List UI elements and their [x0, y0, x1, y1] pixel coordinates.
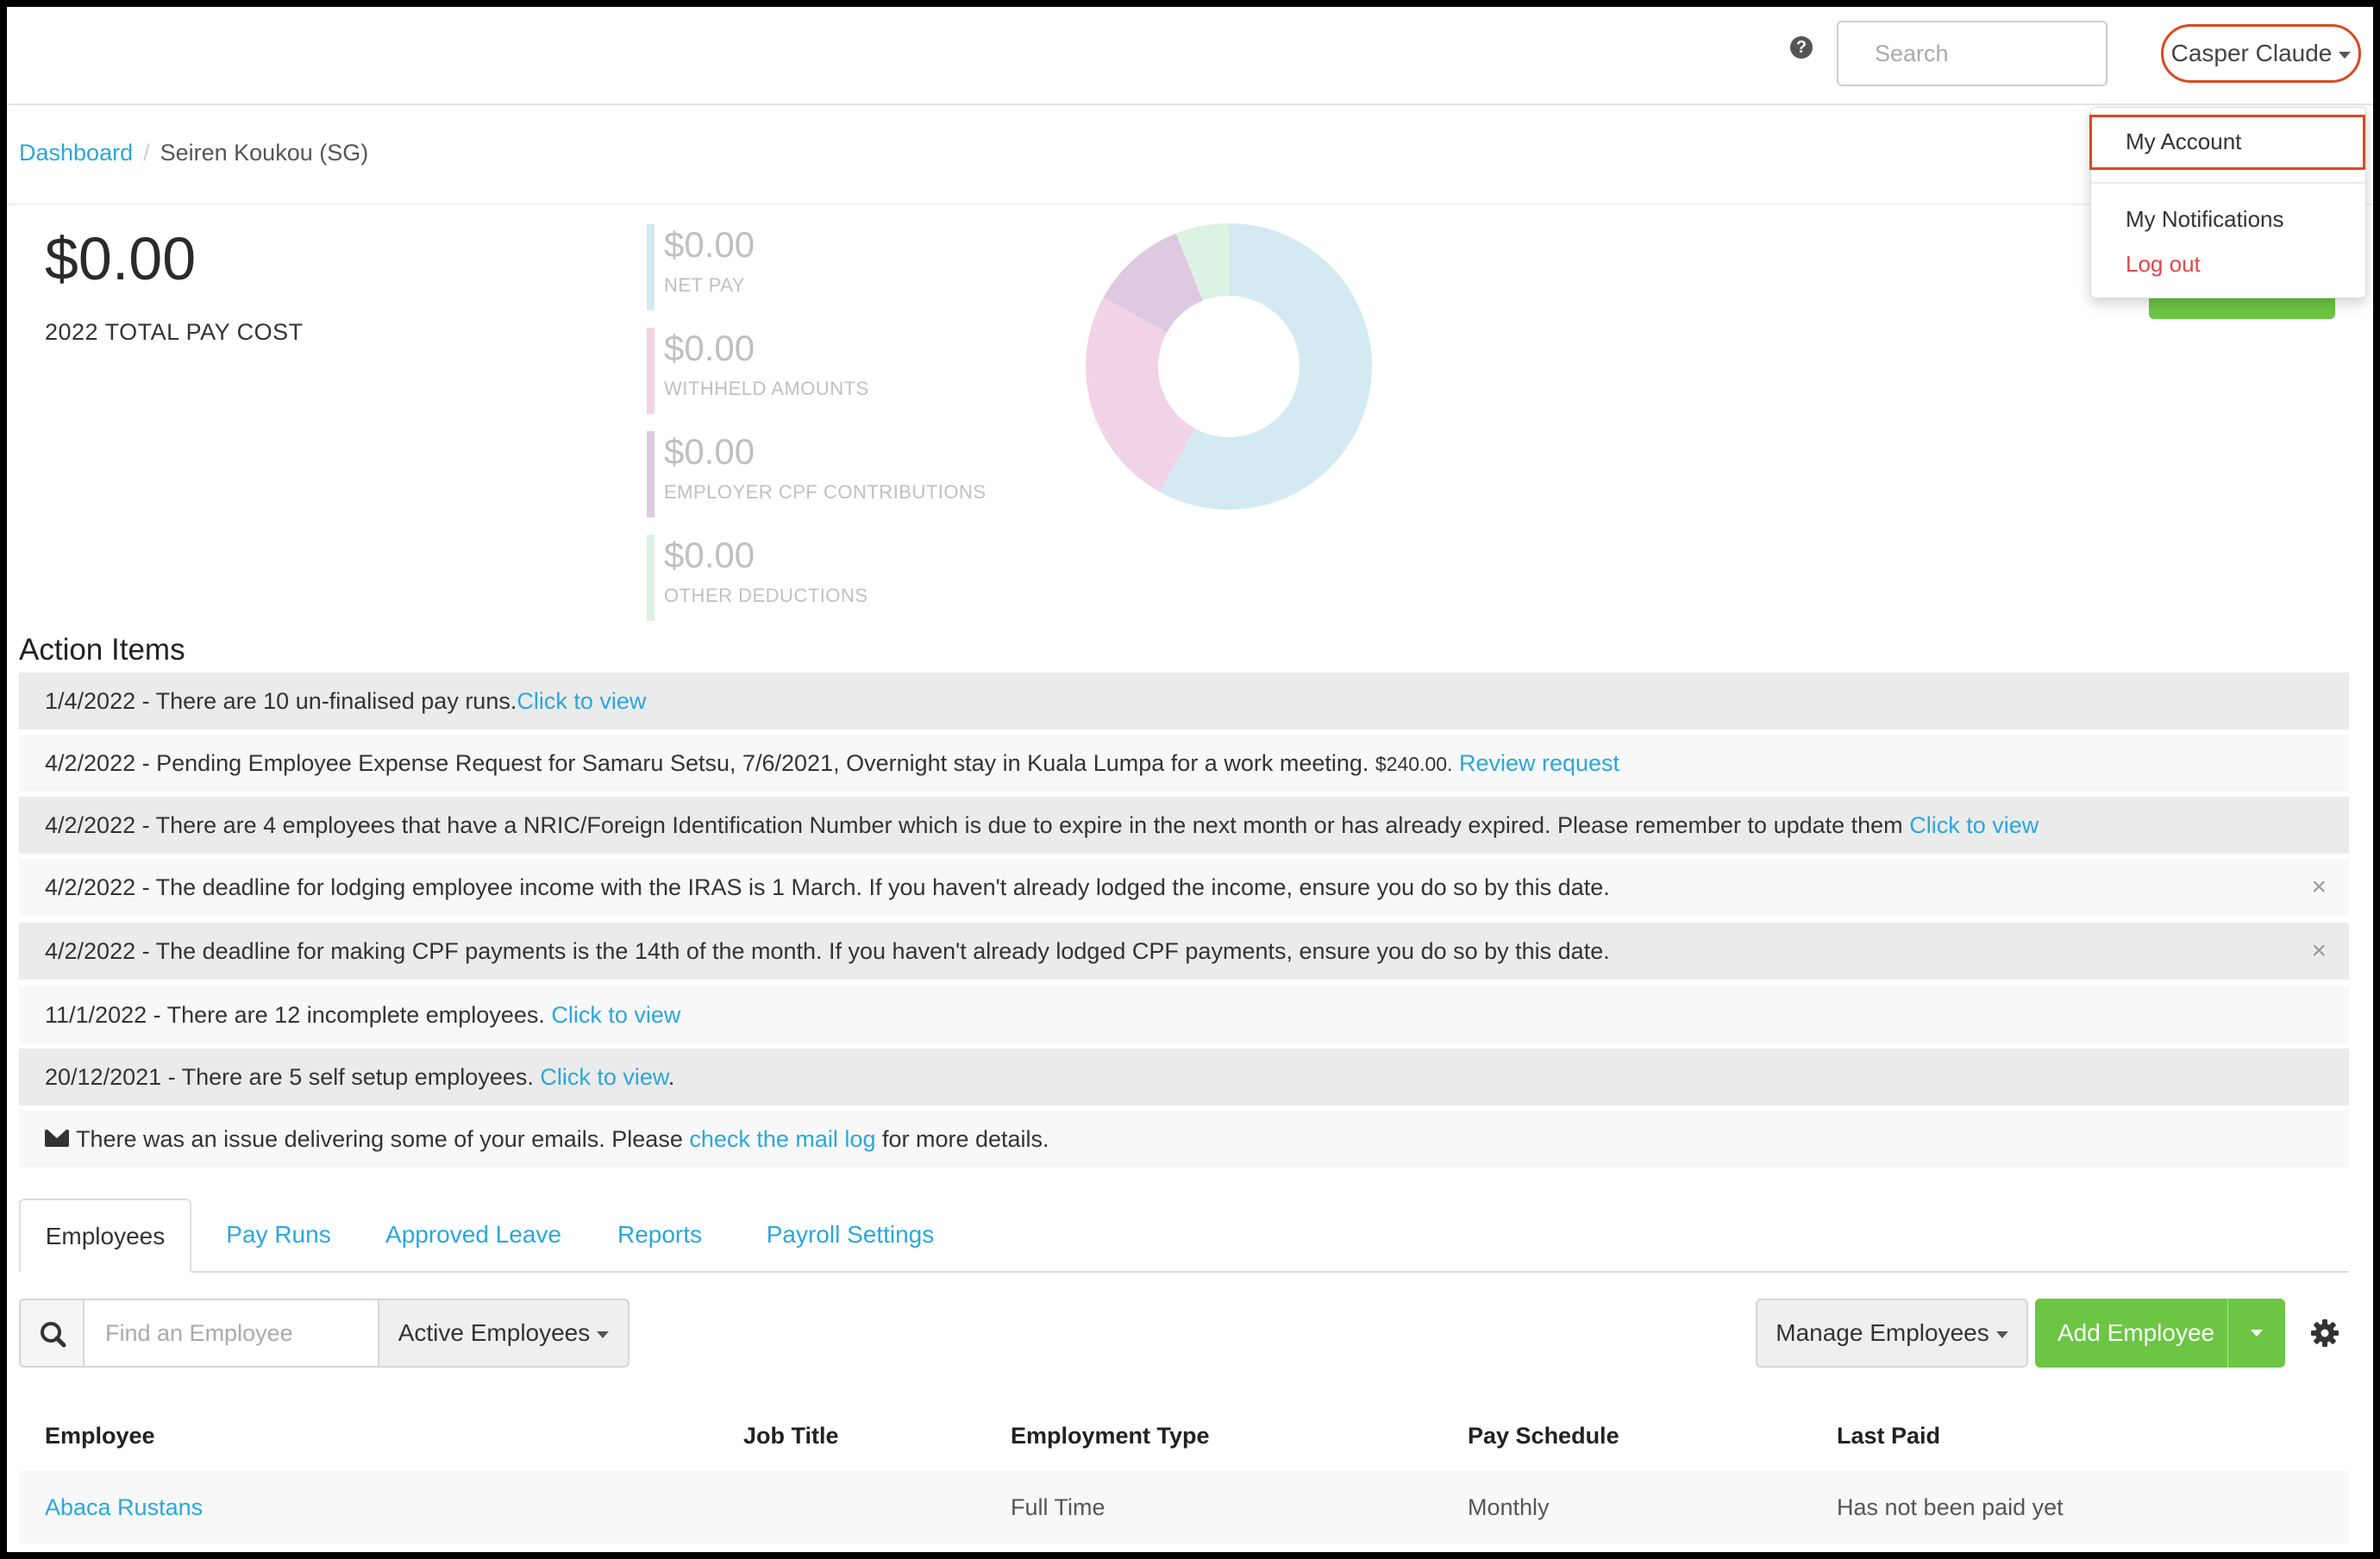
envelope-icon	[45, 1130, 69, 1148]
employee-name-link[interactable]: Abaca Rustans	[45, 1494, 204, 1520]
active-employees-filter[interactable]: Active Employees	[378, 1299, 629, 1368]
action-item-text: 4/2/2022 - There are 4 employees that ha…	[45, 812, 1903, 838]
user-dropdown-menu: My Account My Notifications Log out	[2089, 107, 2366, 298]
add-employee-button[interactable]: Add Employee	[2057, 1319, 2215, 1346]
search-input[interactable]	[1837, 21, 2108, 86]
search-icon	[41, 1322, 66, 1348]
legend-color-bar	[647, 535, 654, 621]
action-item-link[interactable]: Click to view	[551, 1002, 681, 1028]
tab-bar: Employees Pay Runs Approved Leave Report…	[19, 1199, 2349, 1273]
menu-item-my-notifications[interactable]: My Notifications	[2126, 206, 2284, 232]
tab-employees[interactable]: Employees	[19, 1199, 191, 1273]
legend-label: NET PAY	[664, 274, 745, 296]
action-item: 4/2/2022 - There are 4 employees that ha…	[19, 797, 2349, 854]
column-header-job-title[interactable]: Job Title	[743, 1423, 839, 1449]
column-header-employee[interactable]: Employee	[45, 1423, 155, 1449]
breadcrumb: Dashboard / Seiren Koukou (SG)	[19, 140, 368, 166]
action-item-link[interactable]: Click to view	[540, 1064, 668, 1090]
legend-color-bar	[647, 224, 654, 310]
column-header-last-paid[interactable]: Last Paid	[1837, 1423, 1941, 1449]
close-icon[interactable]: ×	[2311, 873, 2327, 901]
pay-schedule-cell: Monthly	[1468, 1494, 1550, 1520]
legend-amount: $0.00	[664, 431, 755, 472]
action-item-amount: $240.00.	[1375, 753, 1453, 775]
user-name: Casper Claude	[2170, 40, 2333, 66]
mail-log-link[interactable]: check the mail log	[689, 1126, 876, 1152]
legend-label: WITHHELD AMOUNTS	[664, 378, 869, 399]
legend-amount: $0.00	[664, 328, 755, 368]
user-menu-button[interactable]: Casper Claude	[2161, 24, 2361, 83]
breadcrumb-current: Seiren Koukou (SG)	[160, 140, 369, 166]
total-pay-cost-amount: $0.00	[45, 225, 197, 292]
legend-color-bar	[647, 328, 654, 414]
add-employee-dropdown-toggle[interactable]	[2227, 1299, 2285, 1368]
review-request-link[interactable]: Review request	[1458, 750, 1620, 776]
table-row: Abaca Rustans Full Time Monthly Has not …	[19, 1471, 2349, 1543]
help-icon[interactable]: ?	[1790, 36, 1813, 59]
action-item-text: 20/12/2021 - There are 5 self setup empl…	[45, 1064, 534, 1090]
pay-cost-donut-chart	[1086, 223, 1372, 510]
menu-item-my-account[interactable]: My Account	[2126, 128, 2242, 154]
employment-type-cell: Full Time	[1011, 1494, 1105, 1520]
header-divider	[7, 203, 2373, 205]
action-item: 1/4/2022 - There are 10 un-finalised pay…	[19, 673, 2349, 729]
add-employee-button-group: Add Employee	[2035, 1299, 2285, 1368]
action-item-link[interactable]: Click to view	[1909, 812, 2039, 838]
action-item-text: 1/4/2022 - There are 10 un-finalised pay…	[45, 688, 517, 714]
action-item-link[interactable]: Click to view	[517, 688, 647, 714]
total-pay-cost-label: 2022 TOTAL PAY COST	[45, 319, 304, 345]
action-item-text: 4/2/2022 - The deadline for making CPF p…	[45, 938, 1610, 964]
legend-amount: $0.00	[664, 535, 755, 575]
action-item: 11/1/2022 - There are 12 incomplete empl…	[19, 986, 2349, 1043]
donut-slice-other-deductions	[1175, 223, 1229, 301]
gear-icon[interactable]	[2308, 1316, 2342, 1350]
donut-slice-employer-cpf-contributions	[1103, 233, 1203, 333]
tab-reports[interactable]: Reports	[617, 1221, 703, 1248]
mail-notice-tail: for more details.	[881, 1126, 1049, 1152]
chevron-down-icon	[597, 1330, 610, 1338]
my-account-highlight	[2089, 115, 2365, 170]
find-employee-input[interactable]	[85, 1299, 378, 1368]
breadcrumb-separator: /	[143, 140, 150, 166]
donut-slice-withheld-amounts	[1086, 297, 1195, 492]
mail-notice: There was an issue delivering some of yo…	[19, 1111, 2349, 1168]
manage-employees-button[interactable]: Manage Employees	[1756, 1299, 2028, 1368]
action-item: 4/2/2022 - The deadline for making CPF p…	[19, 923, 2349, 980]
chevron-down-icon	[1995, 1330, 2008, 1338]
manage-label: Manage Employees	[1776, 1319, 1989, 1346]
breadcrumb-dashboard-link[interactable]: Dashboard	[19, 140, 134, 166]
legend-color-bar	[647, 431, 654, 517]
chevron-down-icon	[2339, 51, 2352, 59]
action-item-text: 11/1/2022 - There are 12 incomplete empl…	[45, 1002, 545, 1028]
action-item-text: 4/2/2022 - The deadline for lodging empl…	[45, 874, 1610, 900]
close-icon[interactable]: ×	[2311, 936, 2327, 965]
mail-notice-text: There was an issue delivering some of yo…	[76, 1126, 683, 1152]
search-button[interactable]	[19, 1299, 85, 1368]
action-item-text: 4/2/2022 - Pending Employee Expense Requ…	[45, 750, 1369, 776]
action-item: 4/2/2022 - The deadline for lodging empl…	[19, 859, 2349, 916]
tab-pay-runs[interactable]: Pay Runs	[226, 1221, 331, 1248]
column-header-pay-schedule[interactable]: Pay Schedule	[1468, 1423, 1619, 1449]
column-header-employment-type[interactable]: Employment Type	[1011, 1423, 1210, 1449]
legend-amount: $0.00	[664, 224, 755, 265]
tab-approved-leave[interactable]: Approved Leave	[385, 1221, 561, 1248]
legend-label: OTHER DEDUCTIONS	[664, 585, 868, 606]
donut-slice-net-pay	[1160, 223, 1372, 510]
menu-divider	[2091, 182, 2365, 184]
last-paid-cell: Has not been paid yet	[1837, 1494, 2064, 1520]
filter-label: Active Employees	[398, 1319, 591, 1346]
action-item: 20/12/2021 - There are 5 self setup empl…	[19, 1049, 2349, 1105]
action-item-tail: .	[667, 1064, 675, 1090]
chevron-down-icon	[2251, 1330, 2263, 1337]
menu-item-log-out[interactable]: Log out	[2126, 251, 2201, 277]
tab-payroll-settings[interactable]: Payroll Settings	[766, 1221, 935, 1248]
legend-label: EMPLOYER CPF CONTRIBUTIONS	[664, 481, 986, 503]
action-item: 4/2/2022 - Pending Employee Expense Requ…	[19, 735, 2349, 792]
action-items-title: Action Items	[19, 633, 185, 667]
